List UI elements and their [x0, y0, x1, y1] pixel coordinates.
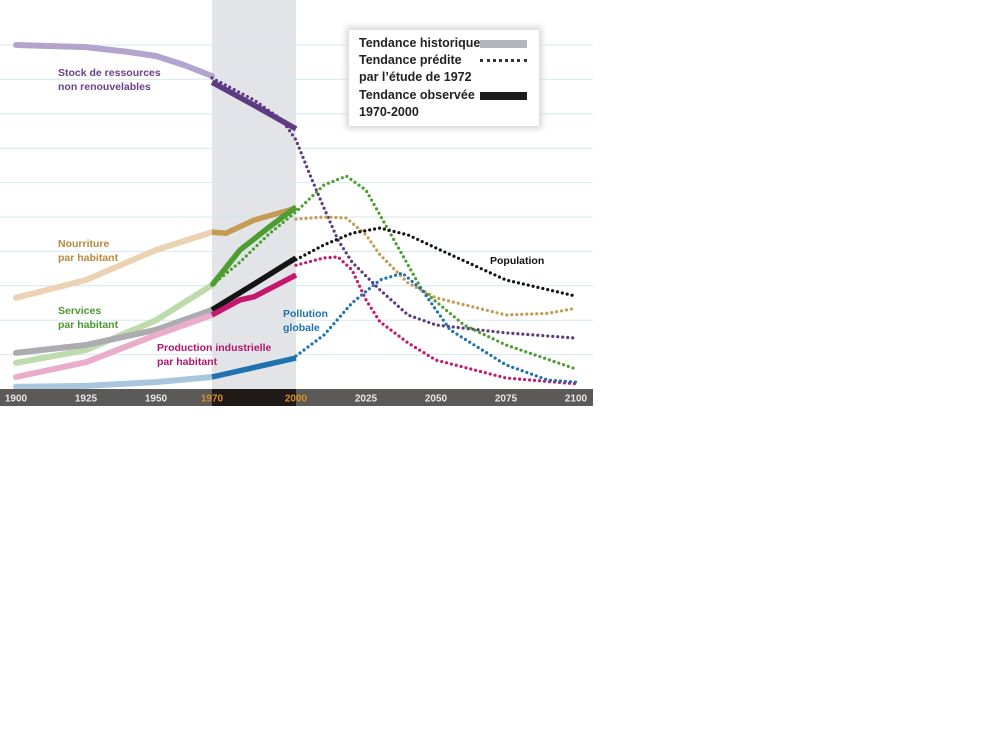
label-line: Pollution	[283, 308, 328, 320]
observed-line-resources	[210, 79, 298, 132]
legend-predicted-label: Tendance prédite	[359, 53, 462, 67]
label-line: par habitant	[58, 252, 119, 264]
x-tick-label: 2050	[425, 394, 448, 405]
label-line: Population	[490, 255, 545, 267]
x-tick-label: 1925	[75, 394, 98, 405]
x-tick-label: 1970	[201, 394, 224, 405]
label-resources: Stock de ressources non renouvelables	[58, 66, 161, 94]
label-line: par habitant	[157, 356, 218, 368]
x-axis-observed-segment	[212, 389, 296, 406]
x-tick-label: 2100	[565, 394, 588, 405]
label-line: Nourriture	[58, 238, 110, 250]
legend-predicted-swatch	[480, 59, 527, 62]
observed-line-services	[209, 204, 298, 287]
observed-line-pollution	[211, 355, 297, 380]
predicted-line-food	[294, 215, 578, 317]
predicted-line-population	[294, 226, 578, 298]
predicted-line-services	[210, 174, 578, 371]
x-tick-label: 2025	[355, 394, 378, 405]
observed-line-industrial	[210, 272, 298, 318]
predicted-line-industrial	[294, 255, 578, 386]
label-line: Stock de ressources	[58, 67, 161, 79]
chart-canvas: 1900 1925 1950 1970 2000 2025 2050 2075 2100	[0, 0, 593, 406]
legend: Tendance historique Tendance prédite par…	[349, 30, 539, 126]
x-tick-label: 2000	[285, 394, 308, 405]
historic-line-industrial	[13, 312, 215, 380]
label-line: Production industrielle	[157, 342, 272, 354]
legend-observed-swatch	[480, 92, 527, 100]
label-line: par habitant	[58, 319, 119, 331]
legend-historic-swatch	[480, 40, 527, 48]
historic-line-population	[13, 306, 215, 356]
label-food: Nourriture par habitant	[58, 237, 118, 265]
legend-observed-label-2: 1970-2000	[359, 105, 419, 119]
limits-to-growth-chart: 1900 1925 1950 1970 2000 2025 2050 2075 2100 Sto…	[0, 0, 593, 406]
label-line: globale	[283, 322, 320, 334]
x-axis-bar	[0, 389, 593, 406]
label-line: Services	[58, 305, 102, 317]
predicted-line-pollution	[294, 271, 578, 384]
observed-line-food	[211, 205, 297, 236]
historic-line-pollution	[13, 374, 215, 390]
label-population: Population	[490, 254, 544, 268]
legend-predicted-label-2: par l’étude de 1972	[359, 70, 472, 84]
historic-line-food	[13, 229, 215, 301]
label-pollution: Pollution globale	[283, 307, 328, 335]
legend-historic-label: Tendance historique	[359, 36, 481, 50]
observed-period-band	[212, 0, 296, 389]
label-services: Services par habitant	[58, 304, 118, 332]
legend-observed-label: Tendance observée	[359, 88, 475, 102]
x-tick-label: 1900	[5, 394, 28, 405]
predicted-line-resources	[210, 76, 578, 340]
x-tick-label: 1950	[145, 394, 168, 405]
x-tick-label: 2075	[495, 394, 518, 405]
historic-line-resources	[13, 42, 215, 79]
observed-line-population	[210, 255, 298, 313]
label-line: non renouvelables	[58, 81, 151, 93]
label-industrial: Production industrielle par habitant	[157, 341, 271, 369]
